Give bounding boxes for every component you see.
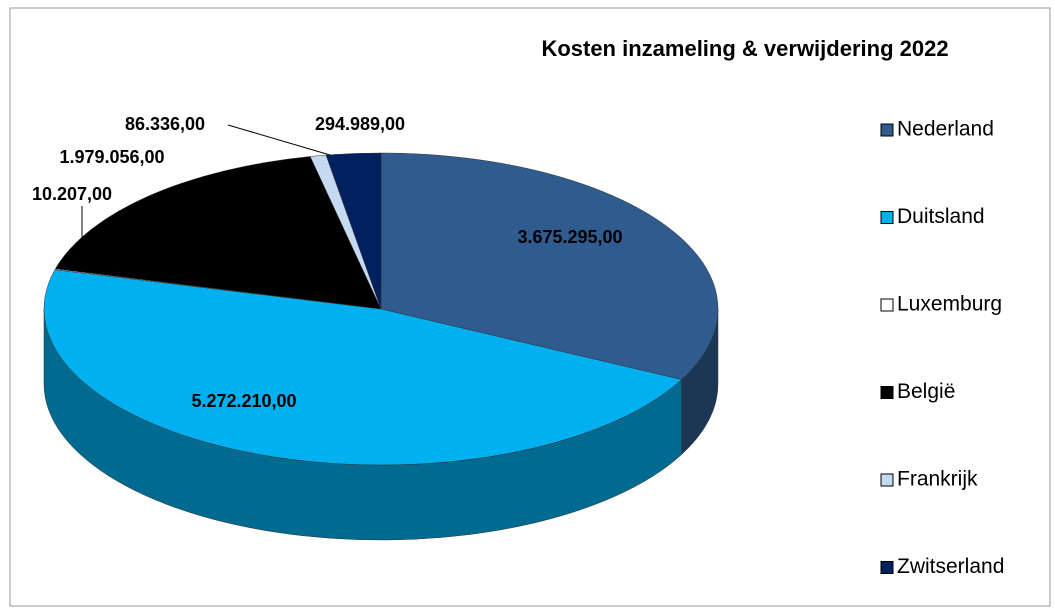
legend-label: België	[897, 380, 955, 403]
data-label: 3.675.295,00	[517, 227, 622, 247]
legend-swatch	[880, 298, 894, 312]
legend-swatch	[880, 473, 894, 487]
data-label: 294.989,00	[315, 114, 405, 134]
legend-swatch	[880, 123, 894, 137]
data-label: 1.979.056,00	[59, 147, 164, 167]
slice	[325, 152, 382, 310]
slice	[43, 269, 683, 466]
legend-label: Zwitserland	[897, 555, 1004, 578]
legend-swatch	[880, 561, 894, 574]
legend-swatch	[880, 211, 894, 224]
data-label: 86.336,00	[125, 114, 205, 134]
slice	[54, 156, 382, 310]
slice	[380, 152, 719, 380]
data-label: 5.272.210,00	[191, 391, 296, 411]
legend-swatch	[880, 386, 894, 399]
legend-label: Duitsland	[897, 205, 985, 228]
data-label: 10.207,00	[32, 184, 112, 204]
legend-label: Frankrijk	[897, 468, 978, 491]
leader-line	[227, 124, 331, 156]
chart-title: Kosten inzameling & verwijdering 2022	[541, 36, 948, 61]
legend-label: Luxemburg	[897, 293, 1002, 316]
legend-label: Nederland	[897, 118, 994, 141]
